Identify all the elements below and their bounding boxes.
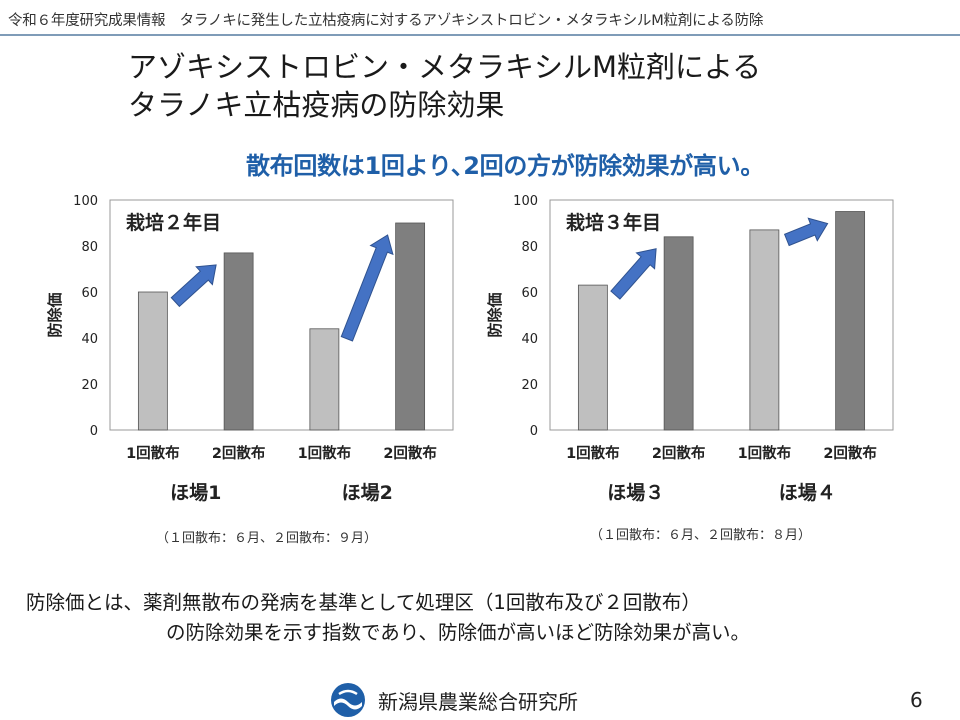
header-divider [0,34,960,36]
chart-year-2: 0 20 40 60 80 100 防除価 1回散布 2回散布 1回散布 2回散布ほ場1 ほ場2 栽培２… [40,188,460,522]
y-tick-label: 20 [81,378,98,393]
plot-area [549,199,894,431]
headline: 散布回数は1回より､2回の方が防除効果が高い。 [246,152,765,180]
bar [309,328,340,431]
title-line-2: タラノキ立枯疫病の防除効果 [128,88,505,122]
definition-line-2: の防除効果を示す指数であり、防除価が高いほど防除効果が高い。 [166,621,751,644]
chart-year-3-note: （１回散布：６月、２回散布：８月） [590,528,812,543]
plot-area [109,199,454,431]
bar [137,291,168,431]
x-tick-label: 2回散布 [823,444,877,462]
chart-year-2-note: （１回散布：６月、２回散布：９月） [156,531,378,546]
y-axis-label: 防除価 [46,292,64,337]
x-tick-label: 1回散布 [566,444,620,462]
page-number: 6 [910,688,923,712]
increase-arrow-icon [783,217,829,247]
x-tick-label: 2回散布 [652,444,706,462]
group-label: ほ場４ [779,482,836,504]
bar [835,211,866,431]
y-tick-label: 60 [521,286,538,301]
bar [663,236,694,431]
x-tick-label: 1回散布 [738,444,792,462]
prefecture-logo-icon [331,683,365,717]
increase-arrow-icon [170,264,217,308]
group-label: ほ場2 [342,482,393,504]
y-tick-label: 60 [81,286,98,301]
page-title: アゾキシストロビン・メタラキシルM粒剤による タラノキ立枯疫病の防除効果 [128,48,761,124]
increase-arrow-icon [610,248,657,300]
definition-line-1: 防除価とは、薬剤無散布の発病を基準として処理区（1回散布及び２回散布） [26,591,701,614]
chart-title: 栽培２年目 [126,211,221,234]
chart-title: 栽培３年目 [566,211,661,234]
bar [577,284,608,431]
y-tick-label: 100 [73,194,98,209]
bar [223,252,254,431]
increase-arrow-icon [340,234,394,342]
footer-organization: 新潟県農業総合研究所 [378,690,578,714]
y-tick-label: 40 [81,332,98,347]
x-tick-label: 1回散布 [126,444,180,462]
group-label: ほ場1 [170,482,221,504]
y-axis-label: 防除価 [486,292,504,337]
x-tick-label: 1回散布 [298,444,352,462]
bar [749,229,780,431]
definition-text: 防除価とは、薬剤無散布の発病を基準として処理区（1回散布及び２回散布） の防除効… [26,588,750,648]
y-tick-label: 0 [90,424,98,439]
y-tick-label: 80 [81,240,98,255]
y-tick-label: 0 [530,424,538,439]
y-tick-label: 80 [521,240,538,255]
x-tick-label: 2回散布 [212,444,266,462]
x-tick-label: 2回散布 [383,444,437,462]
bar [395,222,426,431]
title-line-1: アゾキシストロビン・メタラキシルM粒剤による [128,50,762,84]
y-tick-label: 100 [513,194,538,209]
header-title: 令和６年度研究成果情報 タラノキに発生した立枯疫病に対するアゾキシストロビン・メ… [8,13,764,29]
y-tick-label: 40 [521,332,538,347]
y-tick-label: 20 [521,378,538,393]
chart-year-3: 0 20 40 60 80 100 防除価 1回散布 2回散布 1回散布 2回散布ほ場３ ほ場４ 栽培３… [480,188,900,522]
group-label: ほ場３ [607,482,664,504]
